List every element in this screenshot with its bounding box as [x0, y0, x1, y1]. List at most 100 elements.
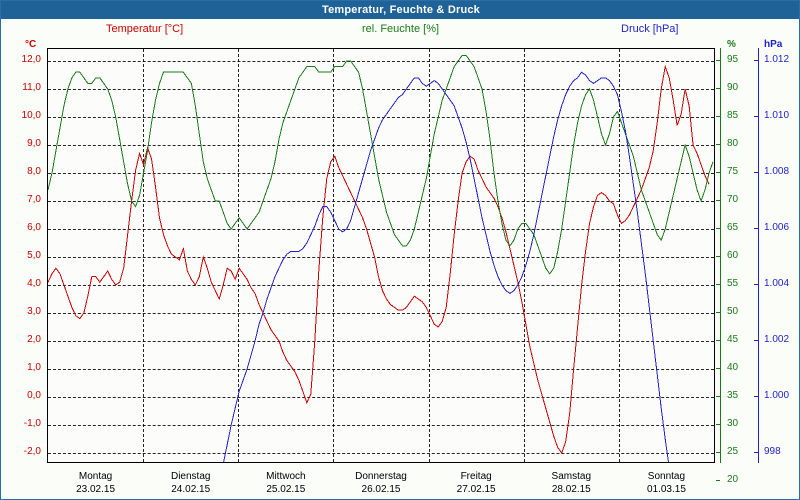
gridline-horizontal [48, 397, 714, 398]
pressure-tick-label: 1.010 [764, 110, 790, 121]
pressure-axis-unit: hPa [764, 39, 783, 50]
humidity-tickmark [716, 228, 720, 229]
humidity-tickmark [716, 144, 720, 145]
humidity-tickmark [716, 60, 720, 61]
x-axis-day-date: 27.02.15 [456, 484, 496, 495]
x-axis-day-date: 25.02.15 [266, 484, 306, 495]
humidity-tickmark [716, 284, 720, 285]
humidity-tick-label: 45 [727, 334, 739, 345]
gridline-horizontal [48, 341, 714, 342]
temperature-tick-label: 7,0 [27, 194, 41, 205]
gridline-horizontal [48, 425, 714, 426]
x-axis-day-name: Freitag [460, 471, 492, 482]
pressure-tick-label: 998 [764, 446, 781, 457]
temperature-tick-label: 9,0 [27, 138, 41, 149]
window-titlebar: Temperatur, Feuchte & Druck [1, 1, 799, 19]
pressure-tick-label: 1.004 [764, 278, 790, 289]
pressure-tickmark [754, 172, 758, 173]
gridline-horizontal [48, 173, 714, 174]
x-axis-day-name: Dienstag [170, 471, 211, 482]
legend-label-pressure: Druck [hPa] [621, 23, 679, 35]
temperature-tick-label: 11,0 [22, 82, 41, 93]
humidity-tickmark [716, 424, 720, 425]
x-axis-day-name: Samstag [551, 471, 592, 482]
gridline-horizontal [48, 369, 714, 370]
temperature-tick-label: 0,0 [27, 390, 41, 401]
humidity-tick-label: 25 [727, 446, 739, 457]
humidity-tickmark [716, 368, 720, 369]
humidity-tick-label: 70 [727, 194, 739, 205]
pressure-tick-label: 1.002 [764, 334, 790, 345]
window-title: Temperatur, Feuchte & Druck [321, 4, 480, 16]
gridline-horizontal [48, 61, 714, 62]
temperature-tick-label: -2,0 [23, 446, 41, 457]
x-axis-day-date: 28.02.15 [551, 484, 591, 495]
legend-label-humidity: rel. Feuchte [%] [362, 23, 440, 35]
gridline-vertical-day [429, 49, 430, 462]
temperature-tick-label: 12,0 [21, 54, 41, 65]
temperature-tick-label: 6,0 [27, 222, 41, 233]
humidity-tick-label: 35 [727, 390, 739, 401]
humidity-tick-label: 40 [727, 362, 739, 373]
pressure-tickmark [754, 116, 758, 117]
humidity-tickmark [716, 480, 720, 481]
humidity-axis-line [720, 48, 721, 463]
x-axis-day-name: Sonntag [647, 471, 686, 482]
gridline-horizontal [48, 201, 714, 202]
humidity-tickmark [716, 172, 720, 173]
humidity-tickmark [716, 340, 720, 341]
humidity-tick-label: 50 [727, 306, 739, 317]
gridline-horizontal [48, 229, 714, 230]
humidity-tickmark [716, 88, 720, 89]
temperature-tick-label: 10,0 [21, 110, 41, 121]
humidity-tick-label: 65 [727, 222, 739, 233]
pressure-tick-label: 1.012 [764, 54, 790, 65]
humidity-tick-label: 60 [727, 250, 739, 261]
gridline-vertical-day [333, 49, 334, 462]
pressure-tickmark [754, 396, 758, 397]
pressure-tickmark [754, 60, 758, 61]
gridline-horizontal [48, 145, 714, 146]
pressure-tick-label: 1.000 [764, 390, 790, 401]
legend-label-temperature: Temperatur [°C] [106, 23, 184, 35]
gridline-vertical-day [143, 49, 144, 462]
x-axis-day-name: Montag [78, 471, 113, 482]
series-line-pressure [223, 71, 669, 462]
pressure-axis-line [758, 48, 759, 463]
x-axis-day-date: 23.02.15 [76, 484, 116, 495]
x-axis-day-name: Donnerstag [355, 471, 407, 482]
plot-area [47, 48, 715, 463]
humidity-tickmark [716, 396, 720, 397]
x-axis-day-date: 01.03.15 [646, 484, 686, 495]
pressure-tickmark [754, 340, 758, 341]
pressure-tickmark [754, 452, 758, 453]
temperature-tick-label: 2,0 [27, 334, 41, 345]
gridline-horizontal [48, 453, 714, 454]
x-axis-day-date: 24.02.15 [171, 484, 211, 495]
gridline-horizontal [48, 117, 714, 118]
temperature-tick-label: 8,0 [27, 166, 41, 177]
humidity-tick-label: 80 [727, 138, 739, 149]
humidity-tick-label: 75 [727, 166, 739, 177]
humidity-tick-label: 90 [727, 82, 739, 93]
series-line-humidity [48, 54, 714, 275]
humidity-tickmark [716, 200, 720, 201]
gridline-vertical-day [524, 49, 525, 462]
humidity-tick-label: 30 [727, 418, 739, 429]
gridline-vertical-day [619, 49, 620, 462]
legend-item-temperature: Temperatur [°C] [106, 23, 183, 35]
legend-item-humidity: rel. Feuchte [%] [362, 23, 439, 35]
humidity-tick-label: 20 [727, 474, 739, 485]
temperature-tick-label: 1,0 [27, 362, 41, 373]
humidity-axis-unit: % [727, 39, 736, 50]
series-canvas [48, 54, 714, 462]
x-axis-day-name: Mittwoch [266, 471, 306, 482]
gridline-horizontal [48, 257, 714, 258]
humidity-tick-label: 95 [727, 54, 739, 65]
humidity-tick-label: 85 [727, 110, 739, 121]
series-line-temperature [48, 64, 710, 455]
temperature-tick-label: 3,0 [27, 306, 41, 317]
temperature-tick-label: 4,0 [27, 278, 41, 289]
humidity-tickmark [716, 256, 720, 257]
